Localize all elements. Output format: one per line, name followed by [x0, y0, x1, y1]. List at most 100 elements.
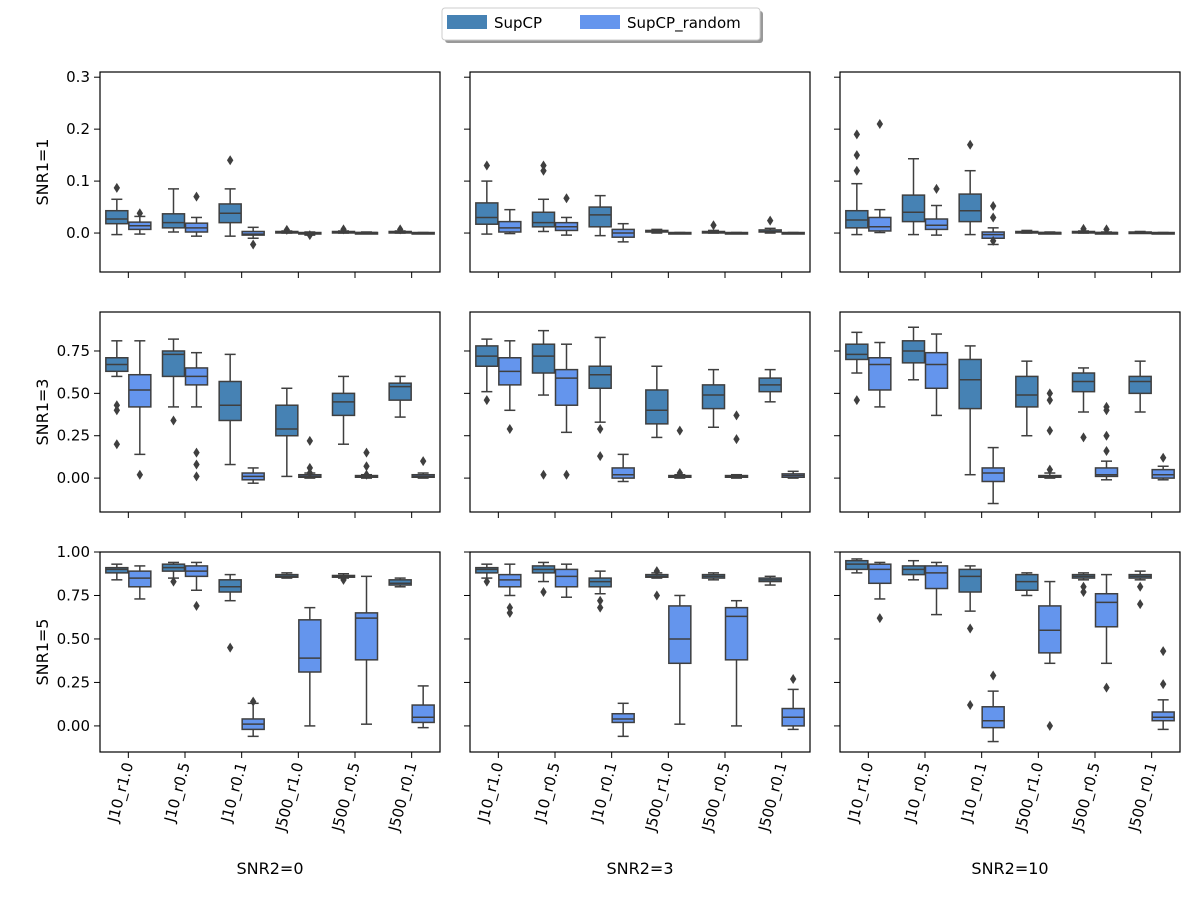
box-supcp: [218, 573, 242, 653]
flier: [540, 165, 547, 176]
box-supcp: [218, 155, 242, 237]
panel-r2-c1: 0.00 0.25 0.50 0.75: [57, 311, 441, 518]
box-iqr: [531, 343, 556, 374]
flier: [876, 118, 884, 129]
box-iqr: [1094, 592, 1119, 628]
box-supcp: [1071, 223, 1096, 234]
panel-frame: [839, 71, 1181, 273]
flier: [1046, 720, 1054, 731]
box-iqr: [161, 350, 186, 378]
panel-frame: [839, 311, 1181, 513]
box-iqr: [924, 351, 949, 390]
box-supcp-random: [981, 670, 1005, 743]
y-tick-label: 0.75: [57, 586, 90, 604]
box-iqr: [531, 211, 556, 228]
flier: [193, 447, 200, 458]
flier: [113, 439, 121, 450]
box-supcp-random: [411, 456, 435, 479]
box-iqr: [845, 209, 869, 229]
box-supcp: [1015, 229, 1039, 234]
box-supcp-random: [241, 226, 265, 250]
x-tick-label: J10_r0.5: [900, 760, 934, 825]
panel-r3-c1: 0.00 0.25 0.50 0.75 1.00 J10_r1.0 J10_r0.5 J10_…: [57, 543, 441, 834]
box-iqr: [724, 606, 749, 661]
box-supcp-random: [128, 565, 152, 600]
box-supcp: [531, 561, 556, 597]
box-supcp-random: [981, 446, 1005, 505]
flier: [193, 191, 200, 202]
box-supcp: [845, 558, 869, 574]
panel-r1-c1: 0.0 0.1 0.2 0.3: [66, 68, 441, 278]
flier: [563, 469, 570, 480]
x-tick-label: J500_r0.1: [755, 760, 792, 834]
box-iqr: [1038, 605, 1062, 654]
legend: SupCP SupCP_random: [441, 7, 763, 43]
box-supcp-random: [781, 673, 805, 731]
box-supcp-random: [184, 561, 209, 611]
box-iqr: [845, 343, 869, 361]
box-supcp: [531, 160, 556, 233]
flier: [540, 469, 547, 480]
box-iqr: [588, 206, 612, 228]
row-label: SNR1=1: [33, 138, 52, 205]
x-tick-label: J500_r1.0: [271, 760, 308, 834]
x-tick-label: J10_r0.5: [530, 760, 564, 825]
box-iqr: [554, 368, 579, 406]
box-supcp: [105, 340, 129, 450]
box-supcp-random: [868, 118, 892, 234]
flier: [483, 576, 491, 587]
flier: [1046, 388, 1054, 399]
flier: [283, 224, 291, 235]
box-supcp: [1015, 572, 1039, 597]
box-supcp: [758, 368, 782, 403]
box-supcp: [701, 572, 726, 581]
box-supcp: [105, 563, 129, 581]
box-supcp-random: [554, 343, 579, 480]
box-supcp-random: [554, 193, 579, 236]
box-supcp-random: [868, 341, 892, 408]
box-iqr: [554, 568, 579, 588]
box-supcp-random: [241, 696, 265, 738]
box-iqr: [701, 384, 726, 410]
panel-r2-c3: [834, 311, 1181, 518]
flier: [506, 423, 514, 434]
box-iqr: [1015, 573, 1039, 592]
box-iqr: [958, 193, 982, 223]
box-supcp-random: [298, 230, 322, 241]
box-iqr: [161, 213, 186, 229]
box-supcp-random: [1038, 388, 1062, 479]
box-supcp: [845, 129, 869, 236]
flier: [733, 434, 740, 445]
flier: [170, 415, 177, 426]
flier: [506, 602, 514, 613]
box-supcp: [331, 572, 356, 585]
panel-frame: [469, 311, 811, 513]
y-tick-label: 0.00: [57, 469, 90, 487]
box-supcp: [531, 329, 556, 480]
box-supcp-random: [554, 563, 579, 598]
flier: [733, 410, 740, 421]
legend-swatch-supcp: [447, 15, 487, 29]
box-supcp: [958, 345, 982, 476]
x-tick-label: J500_r0.1: [1125, 760, 1162, 834]
flier: [226, 155, 234, 166]
flier: [989, 235, 997, 246]
flier: [226, 642, 234, 653]
flier: [876, 613, 884, 624]
flier: [1080, 223, 1087, 234]
flier: [853, 395, 861, 406]
flier: [563, 193, 570, 204]
flier: [1136, 599, 1144, 610]
flier: [1103, 405, 1110, 416]
box-iqr: [128, 570, 152, 588]
flier: [596, 602, 604, 613]
box-iqr: [868, 563, 892, 585]
box-iqr: [475, 202, 499, 225]
y-tick-label: 0.3: [66, 68, 90, 86]
panel-r3-c3: J10_r1.0 J10_r0.5 J10_r0.1 J500_r1.0 J500_r0…: [834, 551, 1181, 834]
box-supcp-random: [298, 435, 322, 479]
box-supcp: [901, 326, 926, 381]
box-supcp: [275, 572, 299, 579]
x-tick-label: J10_r0.1: [587, 760, 621, 825]
